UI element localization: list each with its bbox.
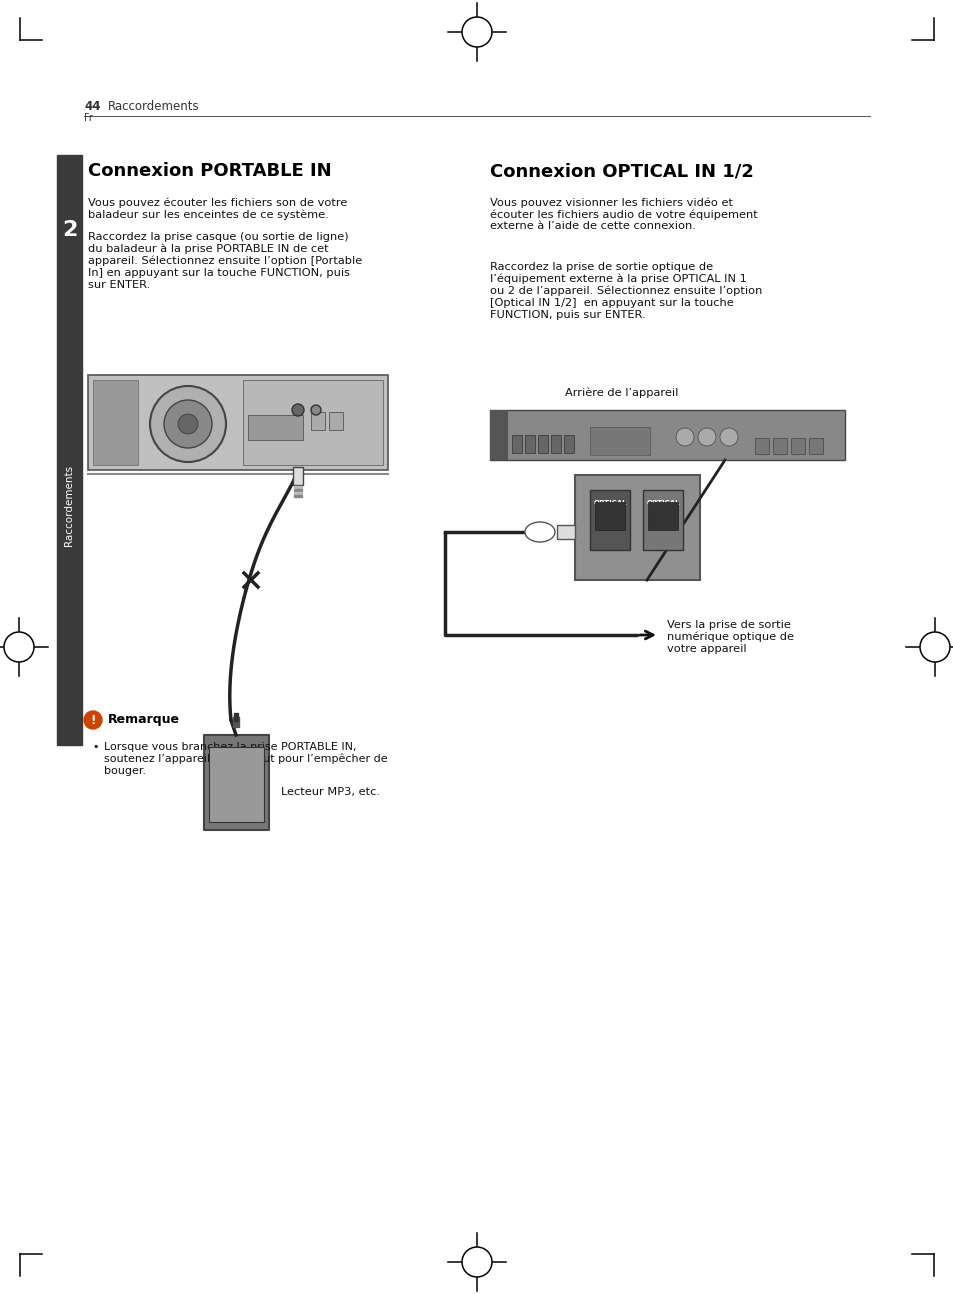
Text: Remarque: Remarque [108, 713, 180, 726]
Bar [209, 747, 264, 822]
Text: Connexion OPTICAL IN 1/2: Connexion OPTICAL IN 1/2 [490, 162, 753, 180]
Text: OPTICAL
IN 2: OPTICAL IN 2 [645, 499, 679, 512]
Text: Raccordez la prise casque (ou sortie de ligne)
du baladeur à la prise PORTABLE I: Raccordez la prise casque (ou sortie de … [88, 232, 362, 290]
Bar [233, 717, 239, 727]
Bar [92, 380, 138, 465]
Circle shape [84, 710, 102, 729]
Circle shape [720, 428, 738, 446]
Bar [808, 437, 822, 454]
Bar [647, 502, 678, 531]
Text: Lecteur MP3, etc.: Lecteur MP3, etc. [281, 787, 379, 797]
Text: Vous pouvez écouter les fichiers son de votre
baladeur sur les enceintes de ce s: Vous pouvez écouter les fichiers son de … [88, 197, 347, 220]
Text: !: ! [91, 713, 95, 726]
Text: Connexion PORTABLE IN: Connexion PORTABLE IN [88, 162, 332, 180]
Bar [557, 525, 575, 540]
Text: Arrière de l’appareil: Arrière de l’appareil [564, 388, 678, 399]
Bar [311, 411, 325, 430]
Bar [294, 492, 302, 494]
Text: Vous pouvez visionner les fichiers vidéo et
écouter les fichiers audio de votre : Vous pouvez visionner les fichiers vidéo… [490, 197, 757, 232]
Circle shape [178, 414, 198, 433]
Bar [790, 437, 804, 454]
Text: Raccordements: Raccordements [65, 465, 74, 546]
Bar [248, 415, 303, 440]
Circle shape [676, 428, 693, 446]
Ellipse shape [524, 521, 555, 542]
Text: •: • [91, 741, 98, 752]
Bar [754, 437, 768, 454]
Text: OPTICAL
IN 1: OPTICAL IN 1 [593, 499, 626, 512]
Bar [294, 485, 302, 488]
Bar [595, 502, 624, 531]
Text: 2: 2 [62, 220, 77, 239]
Text: Lorsque vous branchez la prise PORTABLE IN,
soutenez l’appareil par le haut pour: Lorsque vous branchez la prise PORTABLE … [104, 741, 387, 776]
Circle shape [292, 404, 304, 415]
Bar [294, 494, 302, 497]
Bar [233, 713, 237, 721]
Text: Vers la prise de sortie
numérique optique de
votre appareil: Vers la prise de sortie numérique optiqu… [666, 620, 793, 653]
Bar [294, 489, 302, 490]
Bar [642, 490, 682, 550]
Circle shape [311, 405, 320, 415]
Bar [589, 490, 629, 550]
Circle shape [698, 428, 716, 446]
Bar [490, 410, 507, 459]
Bar [772, 437, 786, 454]
Bar [293, 467, 303, 485]
Bar [589, 427, 649, 455]
Text: 44: 44 [84, 100, 100, 113]
Bar [57, 155, 82, 745]
Bar [551, 435, 560, 453]
Bar [204, 735, 269, 829]
Bar [243, 380, 382, 465]
Bar [329, 411, 343, 430]
Bar [490, 410, 844, 459]
Text: Raccordements: Raccordements [108, 100, 199, 113]
Bar [524, 435, 535, 453]
Text: Raccordez la prise de sortie optique de
l’équipement externe à la prise OPTICAL : Raccordez la prise de sortie optique de … [490, 261, 761, 320]
Bar [537, 435, 547, 453]
Bar [512, 435, 521, 453]
Text: Fr: Fr [84, 113, 92, 123]
Bar [563, 435, 574, 453]
Bar [88, 375, 388, 470]
Circle shape [164, 400, 212, 448]
Bar [575, 475, 700, 580]
Circle shape [150, 386, 226, 462]
